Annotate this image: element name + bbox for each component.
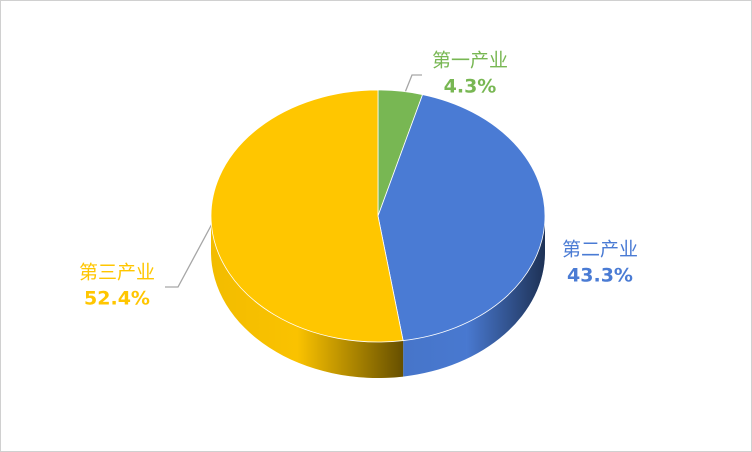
slice-label: 第三产业	[79, 262, 155, 284]
slice-label: 第二产业	[562, 239, 638, 261]
slice-value-label: 43.3%	[567, 265, 633, 287]
leader-line	[165, 221, 214, 288]
slice-value-label: 52.4%	[84, 288, 150, 310]
slice-side-shade	[211, 216, 404, 378]
slice	[210, 89, 404, 343]
slice-value-label: 4.3%	[444, 76, 497, 98]
slice-label: 第一产业	[432, 50, 508, 72]
slice-side-shade	[403, 216, 546, 377]
slice	[377, 94, 546, 342]
leader-line	[403, 74, 422, 96]
